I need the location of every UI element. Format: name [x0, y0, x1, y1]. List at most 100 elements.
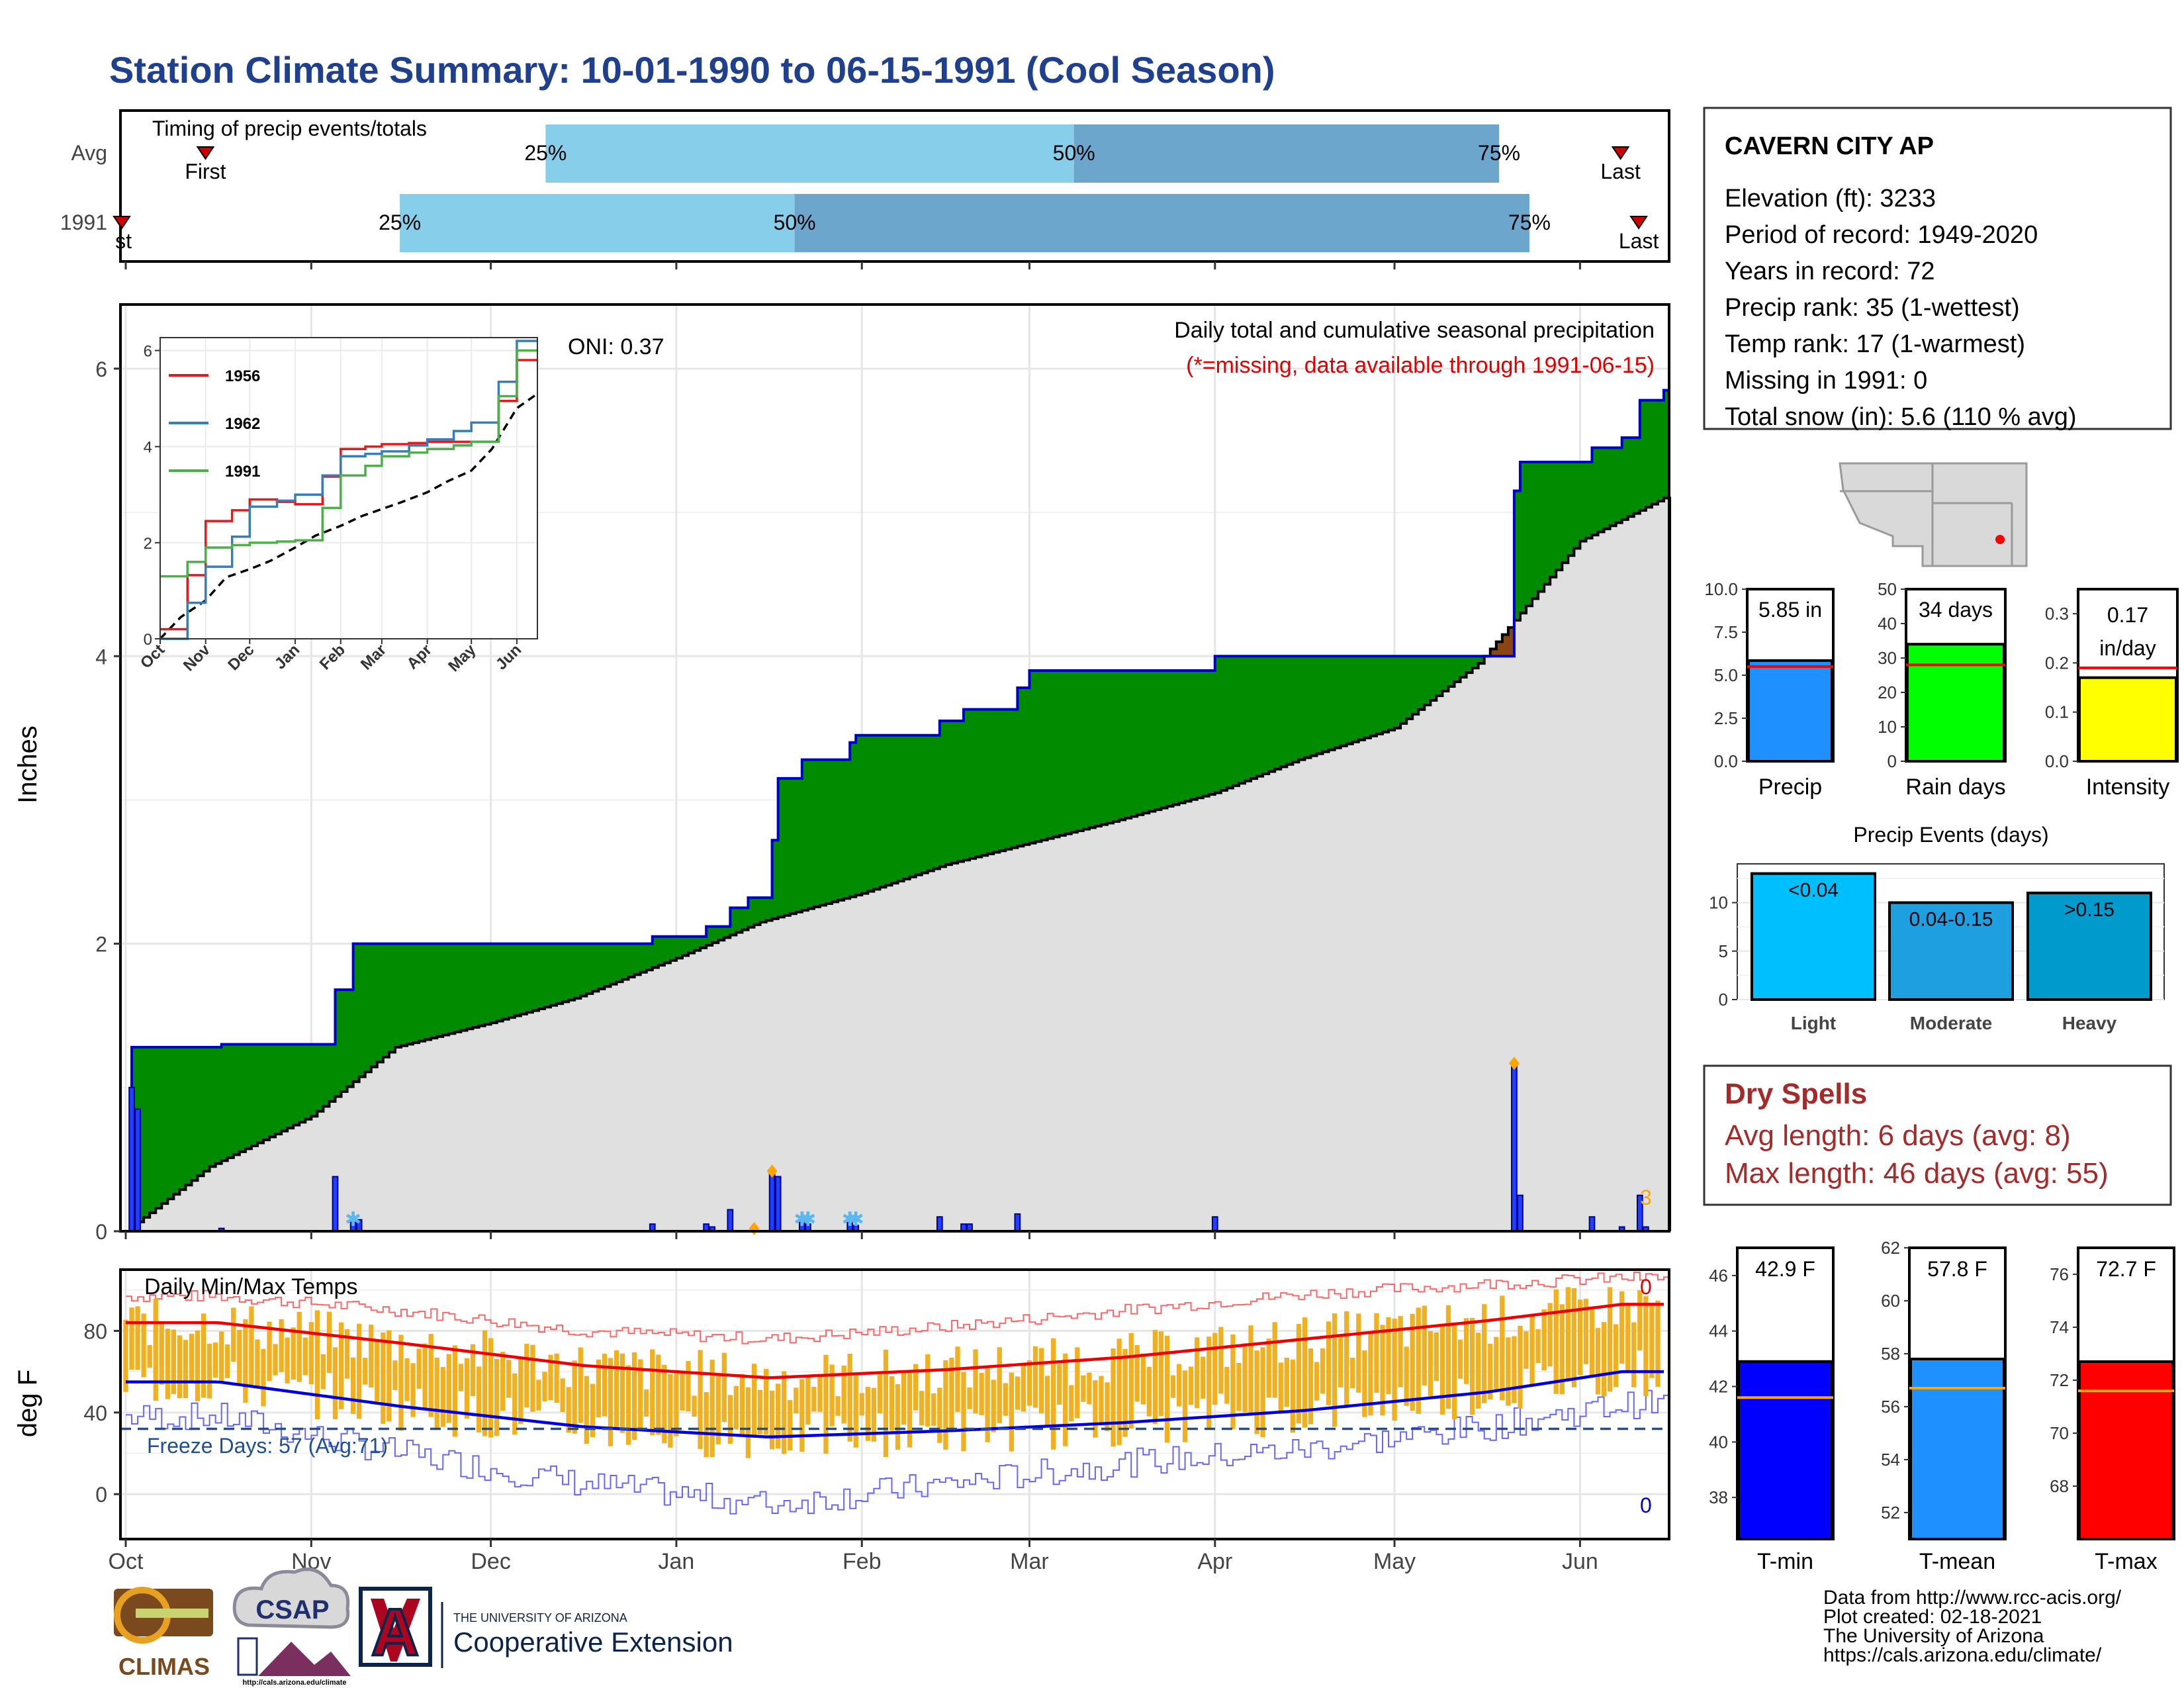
daily-temp-bar	[1230, 1334, 1236, 1429]
daily-temp-bar	[1482, 1304, 1487, 1403]
daily-temp-bar	[1344, 1311, 1349, 1409]
event-category-label: Moderate	[1910, 1013, 1992, 1033]
timing-first-label: st	[115, 229, 132, 253]
record-min-line	[126, 1389, 1670, 1515]
month-label: Apr	[1197, 1549, 1232, 1574]
daily-temp-bar	[829, 1364, 835, 1427]
credit-line-3: https://cals.arizona.edu/climate/	[1823, 1644, 2102, 1666]
daily-temp-bar	[757, 1389, 763, 1434]
daily-temp-bar	[320, 1354, 326, 1389]
temp-summary-value-label: 57.8 F	[1927, 1257, 1987, 1281]
temp-summary-ytick-label: 42	[1709, 1377, 1728, 1397]
daily-temp-bar	[267, 1321, 272, 1382]
daily-temp-bar	[1356, 1313, 1361, 1393]
daily-temp-bar	[410, 1363, 416, 1417]
daily-temp-bar	[871, 1387, 876, 1442]
daily-temp-bar	[668, 1374, 673, 1448]
daily-temp-bar	[859, 1393, 864, 1416]
daily-temp-bar	[428, 1334, 433, 1417]
month-label: May	[1373, 1549, 1416, 1574]
average-cumulative-area	[126, 498, 1670, 1231]
temp-summary-ytick-label: 68	[2050, 1476, 2069, 1496]
daily-temp-bar	[488, 1338, 494, 1438]
daily-temp-bar	[183, 1340, 189, 1399]
station-line-6: Total snow (in): 5.6 (110 % avg)	[1725, 403, 2077, 431]
inset-legend-label: 1962	[225, 415, 260, 433]
timing-panel: 25% 50% 75% First Last 25% 50% 75% st Last Timing…	[60, 109, 1670, 263]
ua-logo[interactable]: A THE UNIVERSITY OF ARIZONA Cooperative …	[359, 1587, 733, 1671]
temp-label: Daily Min/Max Temps	[144, 1274, 357, 1299]
csap-logo[interactable]: CSAP http://cals.arizona.edu/climate	[232, 1568, 351, 1687]
events-ytick-label: 0	[1719, 990, 1728, 1009]
snow-marker: ✱	[842, 1209, 858, 1231]
daily-temp-bar	[1428, 1331, 1433, 1396]
daily-temp-bar	[1201, 1356, 1206, 1399]
daily-temp-bar	[1093, 1380, 1098, 1438]
daily-temp-bar	[548, 1354, 553, 1401]
daily-temp-bar	[464, 1358, 470, 1419]
events-ytick-label: 10	[1709, 893, 1728, 913]
summary-ytick-label: 30	[1878, 648, 1897, 668]
station-name: CAVERN CITY AP	[1725, 132, 1934, 160]
daily-temp-bar	[1338, 1336, 1343, 1388]
station-line-5: Missing in 1991: 0	[1725, 367, 1927, 395]
daily-temp-bar	[698, 1350, 703, 1449]
daily-precip-bar	[134, 1108, 141, 1232]
daily-temp-bar	[961, 1372, 966, 1452]
daily-temp-bar	[590, 1383, 595, 1438]
daily-temp-bar	[291, 1327, 296, 1380]
daily-temp-bar	[1314, 1362, 1320, 1401]
daily-temp-bar	[1021, 1365, 1026, 1412]
daily-temp-bar	[1057, 1364, 1062, 1405]
temp-summary-ytick-label: 40	[1709, 1432, 1728, 1452]
daily-temp-bar	[135, 1306, 140, 1370]
record-max-line	[126, 1272, 1670, 1344]
summary-bar-0	[1747, 659, 1833, 763]
daily-temp-bar	[1003, 1383, 1008, 1416]
event-bar-moderate	[1888, 901, 2014, 1001]
daily-temp-bar	[279, 1319, 284, 1372]
daily-temp-bar	[1643, 1296, 1649, 1396]
daily-temp-bar	[1535, 1329, 1541, 1364]
summary-ytick-label: 10.0	[1704, 579, 1738, 599]
dry-spells-avg: Avg length: 6 days (avg: 8)	[1725, 1119, 2071, 1152]
daily-temp-bar	[524, 1344, 529, 1408]
timing-p50-label: 50%	[1053, 141, 1095, 165]
daily-temp-bar	[159, 1324, 164, 1385]
daily-temp-bar	[631, 1352, 637, 1440]
climas-logo[interactable]: CLIMAS	[114, 1587, 213, 1680]
daily-temp-bar	[1410, 1313, 1415, 1411]
daily-temp-bar	[662, 1364, 667, 1444]
inset-ytick-label: 2	[144, 535, 152, 553]
daily-temp-bar	[853, 1372, 858, 1448]
daily-temp-bar	[1398, 1316, 1403, 1387]
daily-temp-bar	[273, 1344, 278, 1376]
daily-temp-bar	[578, 1347, 583, 1423]
daily-precip-bar	[1517, 1194, 1524, 1232]
daily-temp-bar	[326, 1311, 332, 1374]
daily-temp-bar	[1469, 1317, 1475, 1415]
page-title: Station Climate Summary: 10-01-1990 to 0…	[109, 49, 1275, 91]
month-label: Mar	[1010, 1549, 1049, 1574]
daily-temp-bar	[1182, 1370, 1188, 1442]
daily-temp-bar	[1212, 1333, 1218, 1405]
daily-temp-bar	[147, 1344, 152, 1368]
daily-temp-bar	[1529, 1313, 1535, 1385]
daily-temp-bar	[1614, 1324, 1619, 1387]
summary-ytick-label: 40	[1878, 614, 1897, 633]
daily-temp-bar	[470, 1344, 476, 1397]
average-cumulative-line	[126, 496, 1672, 1233]
csap-url: http://cals.arizona.edu/climate	[242, 1679, 346, 1687]
summary-ytick-label: 2.5	[1714, 708, 1738, 728]
daily-temp-bar	[381, 1332, 386, 1424]
daily-temp-bar	[1332, 1313, 1338, 1427]
daily-temp-bar	[338, 1322, 344, 1409]
summary-category-label: Rain days	[1905, 774, 2005, 800]
daily-temp-bar	[1451, 1325, 1457, 1420]
timing-first-marker	[196, 146, 215, 160]
daily-temp-bar	[1494, 1336, 1499, 1390]
daily-temp-bar	[1009, 1372, 1014, 1452]
station-line-1: Period of record: 1949-2020	[1725, 221, 2038, 249]
temp-count-min: 0	[1640, 1493, 1652, 1517]
timing-p25-label: 25%	[524, 141, 567, 165]
